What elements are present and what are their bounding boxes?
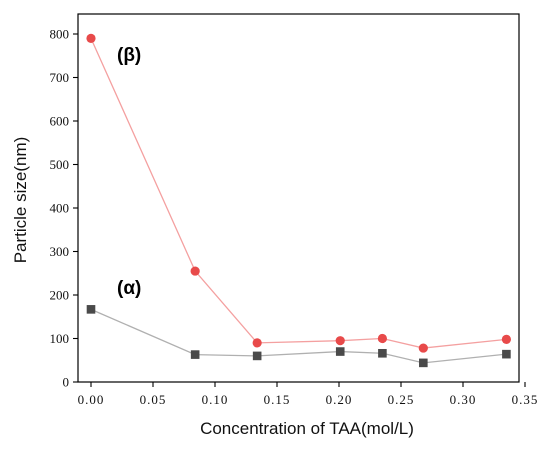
- series-line-beta: [90, 38, 507, 349]
- x-tick-label: 0.30: [450, 392, 477, 407]
- series-label-beta: (β): [117, 45, 141, 66]
- series-label-alpha: (α): [117, 278, 141, 299]
- data-point-beta: [190, 266, 200, 276]
- x-tick-label: 0.10: [202, 392, 229, 407]
- axes: 0 100 200 300 400 500 600 700 800 0.00 0.05 0.10 0.1…: [50, 13, 539, 407]
- data-point-beta: [501, 334, 511, 344]
- data-point-beta: [252, 338, 262, 348]
- x-tick-label: 0.00: [78, 392, 105, 407]
- data-point-alpha: [502, 349, 511, 359]
- series-line-alpha: [90, 308, 507, 364]
- data-point-alpha: [335, 347, 345, 356]
- x-tick-label: 0.35: [512, 392, 539, 407]
- y-tick-label: 700: [50, 70, 70, 85]
- y-tick-label: 800: [50, 27, 70, 42]
- data-point-alpha: [252, 351, 262, 361]
- y-tick-label: 300: [50, 244, 70, 259]
- y-tick-label: 400: [50, 201, 70, 216]
- x-tick-label: 0.05: [140, 392, 167, 407]
- data-point-alpha: [419, 358, 428, 368]
- x-axis-title: Concentration of TAA(mol/L): [200, 419, 414, 438]
- y-tick-label: 100: [50, 331, 70, 346]
- y-tick-label: 200: [50, 288, 70, 303]
- data-point-beta: [377, 333, 387, 344]
- y-tick-label: 0: [63, 375, 70, 390]
- data-point-alpha: [190, 350, 200, 359]
- data-point-beta: [418, 343, 428, 353]
- y-tick-label: 600: [50, 114, 70, 129]
- y-axis-title: Particle size(nm): [11, 137, 30, 264]
- y-tick-label: 500: [50, 157, 70, 172]
- x-tick-label: 0.20: [326, 392, 353, 407]
- plot-frame: [77, 13, 520, 383]
- x-tick-label: 0.15: [264, 392, 291, 407]
- data-point-alpha: [378, 348, 387, 358]
- x-tick-label: 0.25: [388, 392, 415, 407]
- data-point-alpha: [86, 305, 96, 314]
- series-layer: [86, 33, 511, 368]
- data-point-beta: [86, 33, 96, 43]
- data-point-beta: [335, 336, 345, 346]
